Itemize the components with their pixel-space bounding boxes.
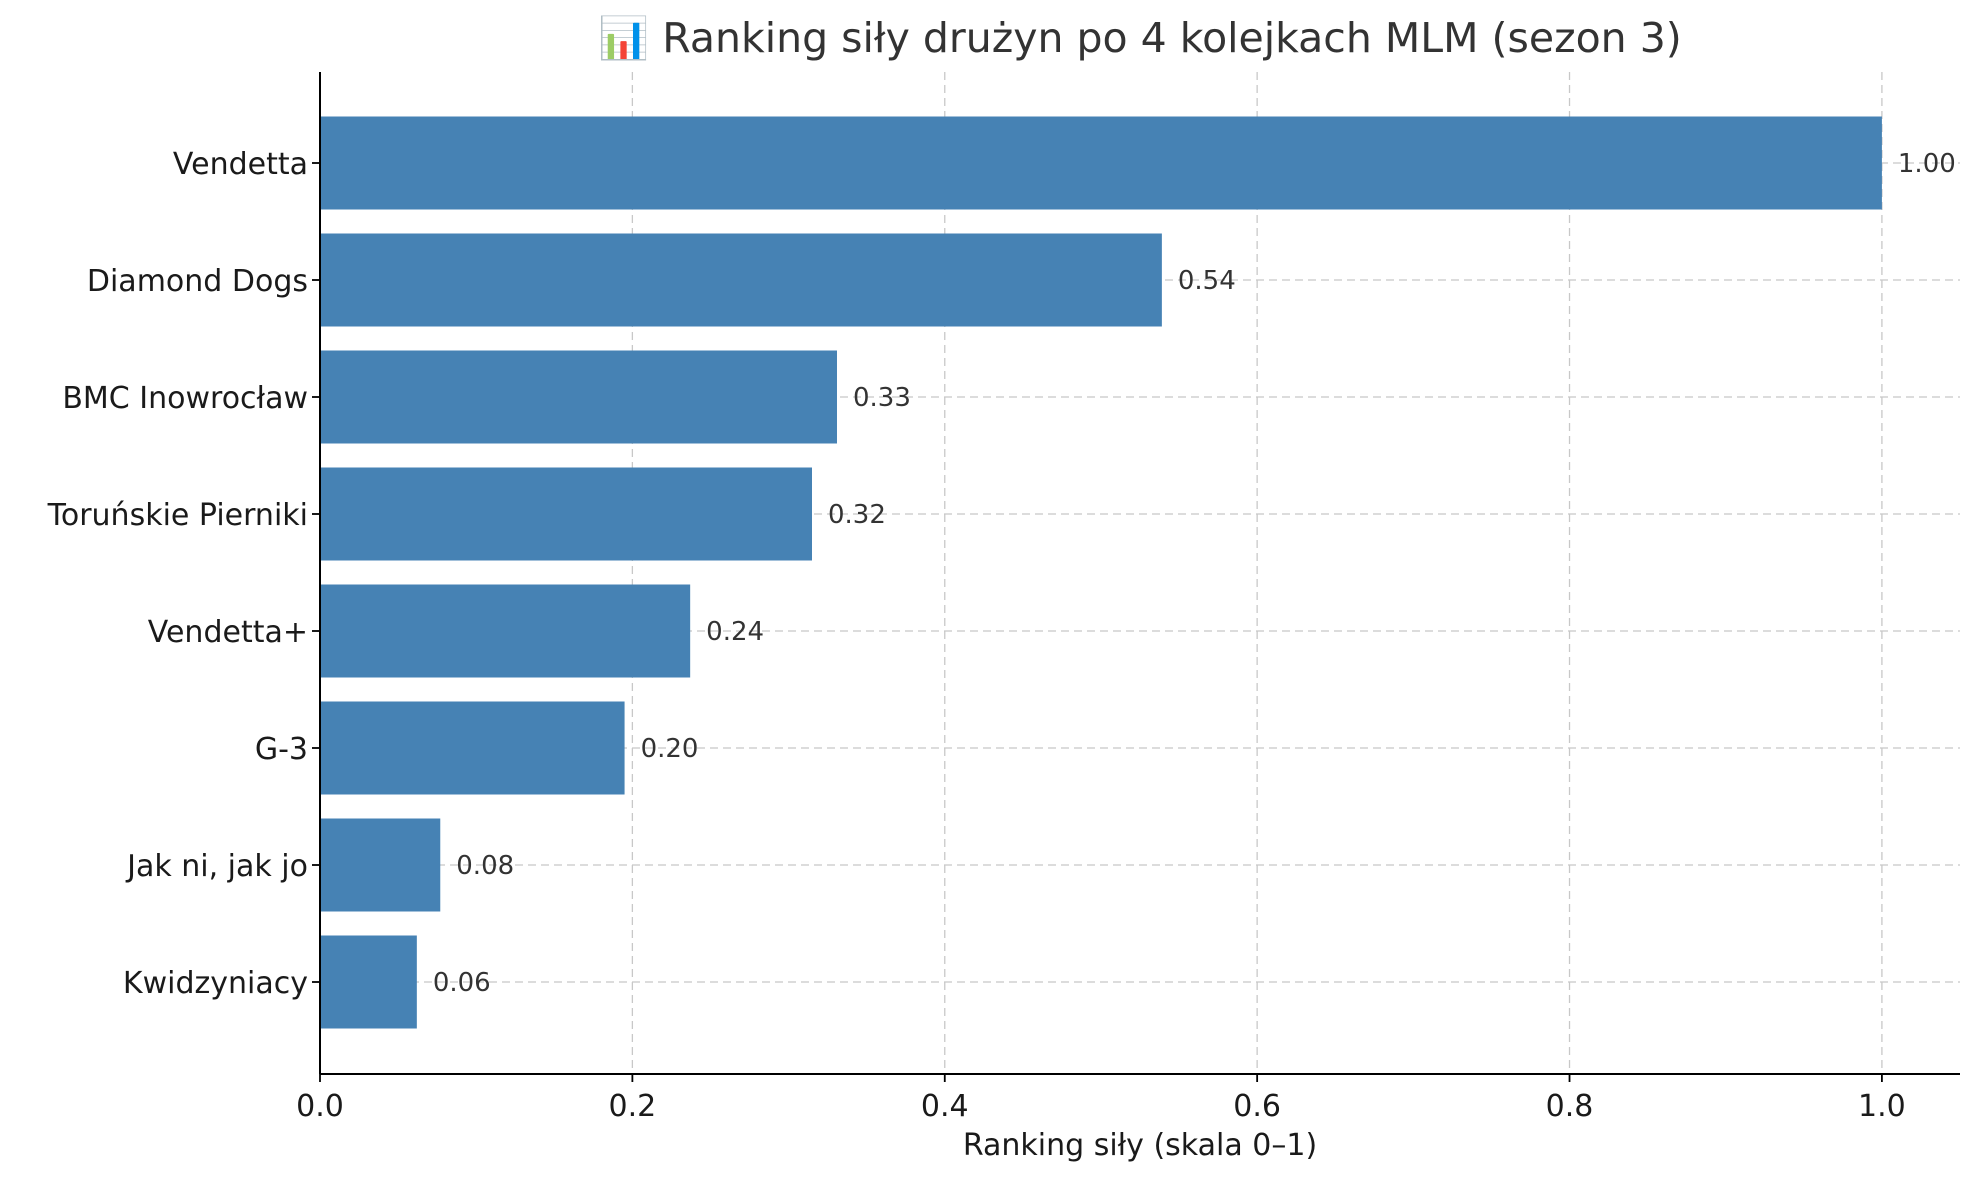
bar	[320, 935, 417, 1029]
category-label: Kwidzyniacy	[123, 966, 308, 1001]
value-label: 0.33	[853, 383, 911, 413]
category-label: Jak ni, jak jo	[125, 849, 308, 884]
category-label: Vendetta	[173, 147, 308, 182]
bar	[320, 350, 837, 444]
category-label: Vendetta+	[148, 615, 308, 650]
value-label: 1.00	[1898, 149, 1956, 179]
category-label: BMC Inowrocław	[62, 381, 308, 416]
bar	[320, 467, 812, 561]
x-tick-label: 0.0	[296, 1089, 344, 1124]
value-label: 0.20	[641, 734, 699, 764]
x-tick-label: 0.4	[921, 1089, 969, 1124]
x-tick-label: 0.2	[609, 1089, 657, 1124]
bar	[320, 116, 1882, 210]
bar	[320, 233, 1162, 327]
x-tick-label: 1.0	[1858, 1089, 1906, 1124]
x-tick-label: 0.6	[1233, 1089, 1281, 1124]
value-label: 0.32	[828, 500, 886, 530]
axes-layer: Vendetta Diamond Dogs BMC Inowrocław Toruńs…	[47, 72, 1960, 1124]
grid-layer	[319, 72, 1960, 1074]
bar	[320, 584, 691, 678]
value-label: 0.24	[706, 617, 764, 647]
x-tick-label: 0.8	[1546, 1089, 1594, 1124]
bars-layer	[320, 116, 1882, 1029]
bar	[320, 818, 441, 912]
value-labels-layer: 1.00 0.54 0.33 0.32 0.24 0.20 0.08 0.06	[433, 149, 1956, 998]
category-label: G-3	[255, 732, 308, 767]
value-label: 0.06	[433, 968, 491, 998]
chart-title: 📊 Ranking siły drużyn po 4 kolejkach MLM…	[598, 14, 1682, 62]
x-axis-title: Ranking siły (skala 0–1)	[963, 1128, 1317, 1163]
bar	[320, 701, 625, 795]
category-label: Toruńskie Pierniki	[47, 498, 308, 533]
value-label: 0.08	[456, 851, 514, 881]
category-label: Diamond Dogs	[87, 264, 308, 299]
value-label: 0.54	[1178, 266, 1236, 296]
